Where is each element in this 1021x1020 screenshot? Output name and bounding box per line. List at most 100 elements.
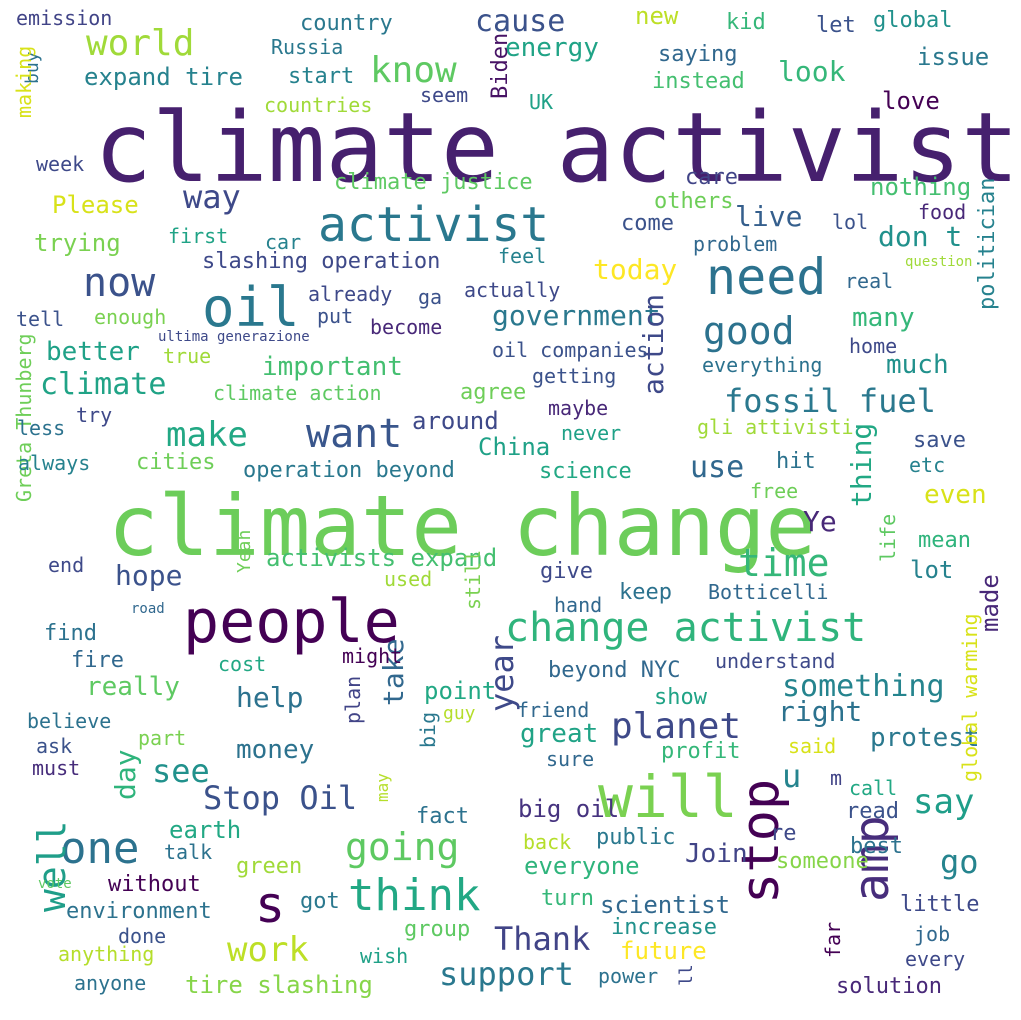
- word-future: future: [620, 937, 707, 965]
- word-today: today: [593, 253, 678, 286]
- word-cause: cause: [475, 4, 566, 39]
- word-say: say: [913, 782, 975, 822]
- word-vote: vote: [38, 876, 72, 892]
- word-care: care: [685, 165, 738, 190]
- word-friend: friend: [517, 698, 590, 722]
- word-gli-attivisti: gli attivisti: [697, 415, 854, 439]
- word-m: m: [830, 766, 843, 790]
- word-road: road: [131, 601, 165, 617]
- word-great: great: [520, 719, 599, 749]
- word-let: let: [816, 13, 856, 38]
- word-every: every: [905, 947, 966, 971]
- word-activist: activist: [318, 197, 550, 253]
- word-climate: climate: [40, 367, 167, 402]
- word-used: used: [384, 567, 433, 591]
- word-read: read: [846, 799, 899, 824]
- word-show: show: [654, 685, 707, 710]
- word-botticelli: Botticelli: [708, 580, 829, 604]
- word-far: far: [821, 921, 845, 958]
- word-nothing: nothing: [870, 173, 972, 201]
- word-always: always: [18, 451, 91, 475]
- word-find: find: [44, 621, 97, 646]
- word-will: will: [598, 763, 738, 831]
- word-climate-justice: climate justice: [334, 170, 533, 195]
- word-people: people: [183, 587, 400, 657]
- word-thank: Thank: [494, 920, 591, 958]
- word-said: said: [788, 734, 837, 758]
- word-big-oil: big oil: [518, 795, 620, 823]
- word-first: first: [168, 224, 229, 248]
- word-global-warming: global warming: [958, 613, 982, 782]
- word-best: best: [850, 834, 903, 859]
- word-increase: increase: [611, 915, 717, 940]
- word-think: think: [348, 870, 481, 921]
- word-sure: sure: [546, 747, 595, 771]
- word-believe: believe: [27, 709, 112, 733]
- word-going: going: [345, 825, 460, 869]
- word-yeah: Yeah: [234, 529, 255, 573]
- word-better: better: [46, 337, 140, 367]
- word-change-activist: change activist: [505, 605, 867, 651]
- word-end: end: [48, 553, 85, 577]
- word-never: never: [561, 421, 622, 445]
- word-try: try: [76, 403, 113, 427]
- word-back: back: [523, 830, 572, 854]
- word-much: much: [886, 350, 949, 380]
- word-call: call: [849, 776, 898, 800]
- word-everyone: everyone: [524, 852, 640, 880]
- word-may: may: [373, 773, 392, 802]
- word-slashing-operation: slashing operation: [202, 249, 441, 274]
- word-become: become: [370, 315, 443, 339]
- word-week: week: [36, 152, 85, 176]
- word-agree: agree: [460, 380, 527, 405]
- word-global: global: [873, 8, 953, 33]
- word-talk: talk: [164, 840, 213, 864]
- word-everything: everything: [702, 353, 823, 377]
- word-free: free: [750, 479, 799, 503]
- word-day: day: [109, 749, 142, 800]
- word-earth: earth: [169, 816, 242, 844]
- word-guy: guy: [443, 703, 476, 724]
- word-fire: fire: [71, 648, 124, 673]
- word-real: real: [845, 269, 894, 293]
- word-expand-tire: expand tire: [84, 63, 243, 91]
- word-energy: energy: [505, 33, 599, 63]
- word-beyond-nyc: beyond NYC: [548, 658, 681, 683]
- word-stop-oil: Stop Oil: [203, 779, 358, 817]
- word-china: China: [478, 433, 551, 461]
- word-less: less: [17, 416, 66, 440]
- word-government: government: [492, 299, 661, 332]
- word-part: part: [138, 726, 187, 750]
- word-activists-expand: activists expand: [266, 544, 498, 572]
- word-cities: cities: [136, 450, 216, 475]
- word-right: right: [778, 695, 863, 728]
- word-support: support: [439, 955, 574, 993]
- word-got: got: [300, 889, 340, 914]
- word-give: give: [540, 559, 593, 584]
- word-hand: hand: [554, 593, 603, 617]
- word-question: question: [905, 254, 973, 270]
- word-make: make: [166, 415, 248, 455]
- word-around: around: [412, 407, 499, 435]
- word-love: love: [882, 87, 940, 115]
- word-ask: ask: [36, 734, 73, 758]
- word-even: even: [924, 480, 987, 510]
- word-turn: turn: [541, 886, 594, 911]
- word-hit: hit: [776, 449, 816, 474]
- word-hope: hope: [115, 559, 183, 592]
- word-green: green: [236, 854, 303, 879]
- word-politician: politician: [975, 177, 1000, 310]
- word-know: know: [370, 50, 457, 91]
- word-need: need: [706, 248, 827, 306]
- word-plan: plan: [341, 675, 365, 724]
- word-actually: actually: [464, 278, 561, 302]
- word-anyone: anyone: [74, 971, 147, 995]
- word-little: little: [900, 892, 980, 917]
- word-one: one: [60, 823, 140, 874]
- word-way: way: [183, 178, 241, 216]
- word-russia: Russia: [271, 35, 344, 59]
- word-power: power: [598, 964, 659, 988]
- word-save: save: [913, 428, 966, 453]
- word-someone: someone: [776, 849, 869, 874]
- word-group: group: [404, 917, 471, 942]
